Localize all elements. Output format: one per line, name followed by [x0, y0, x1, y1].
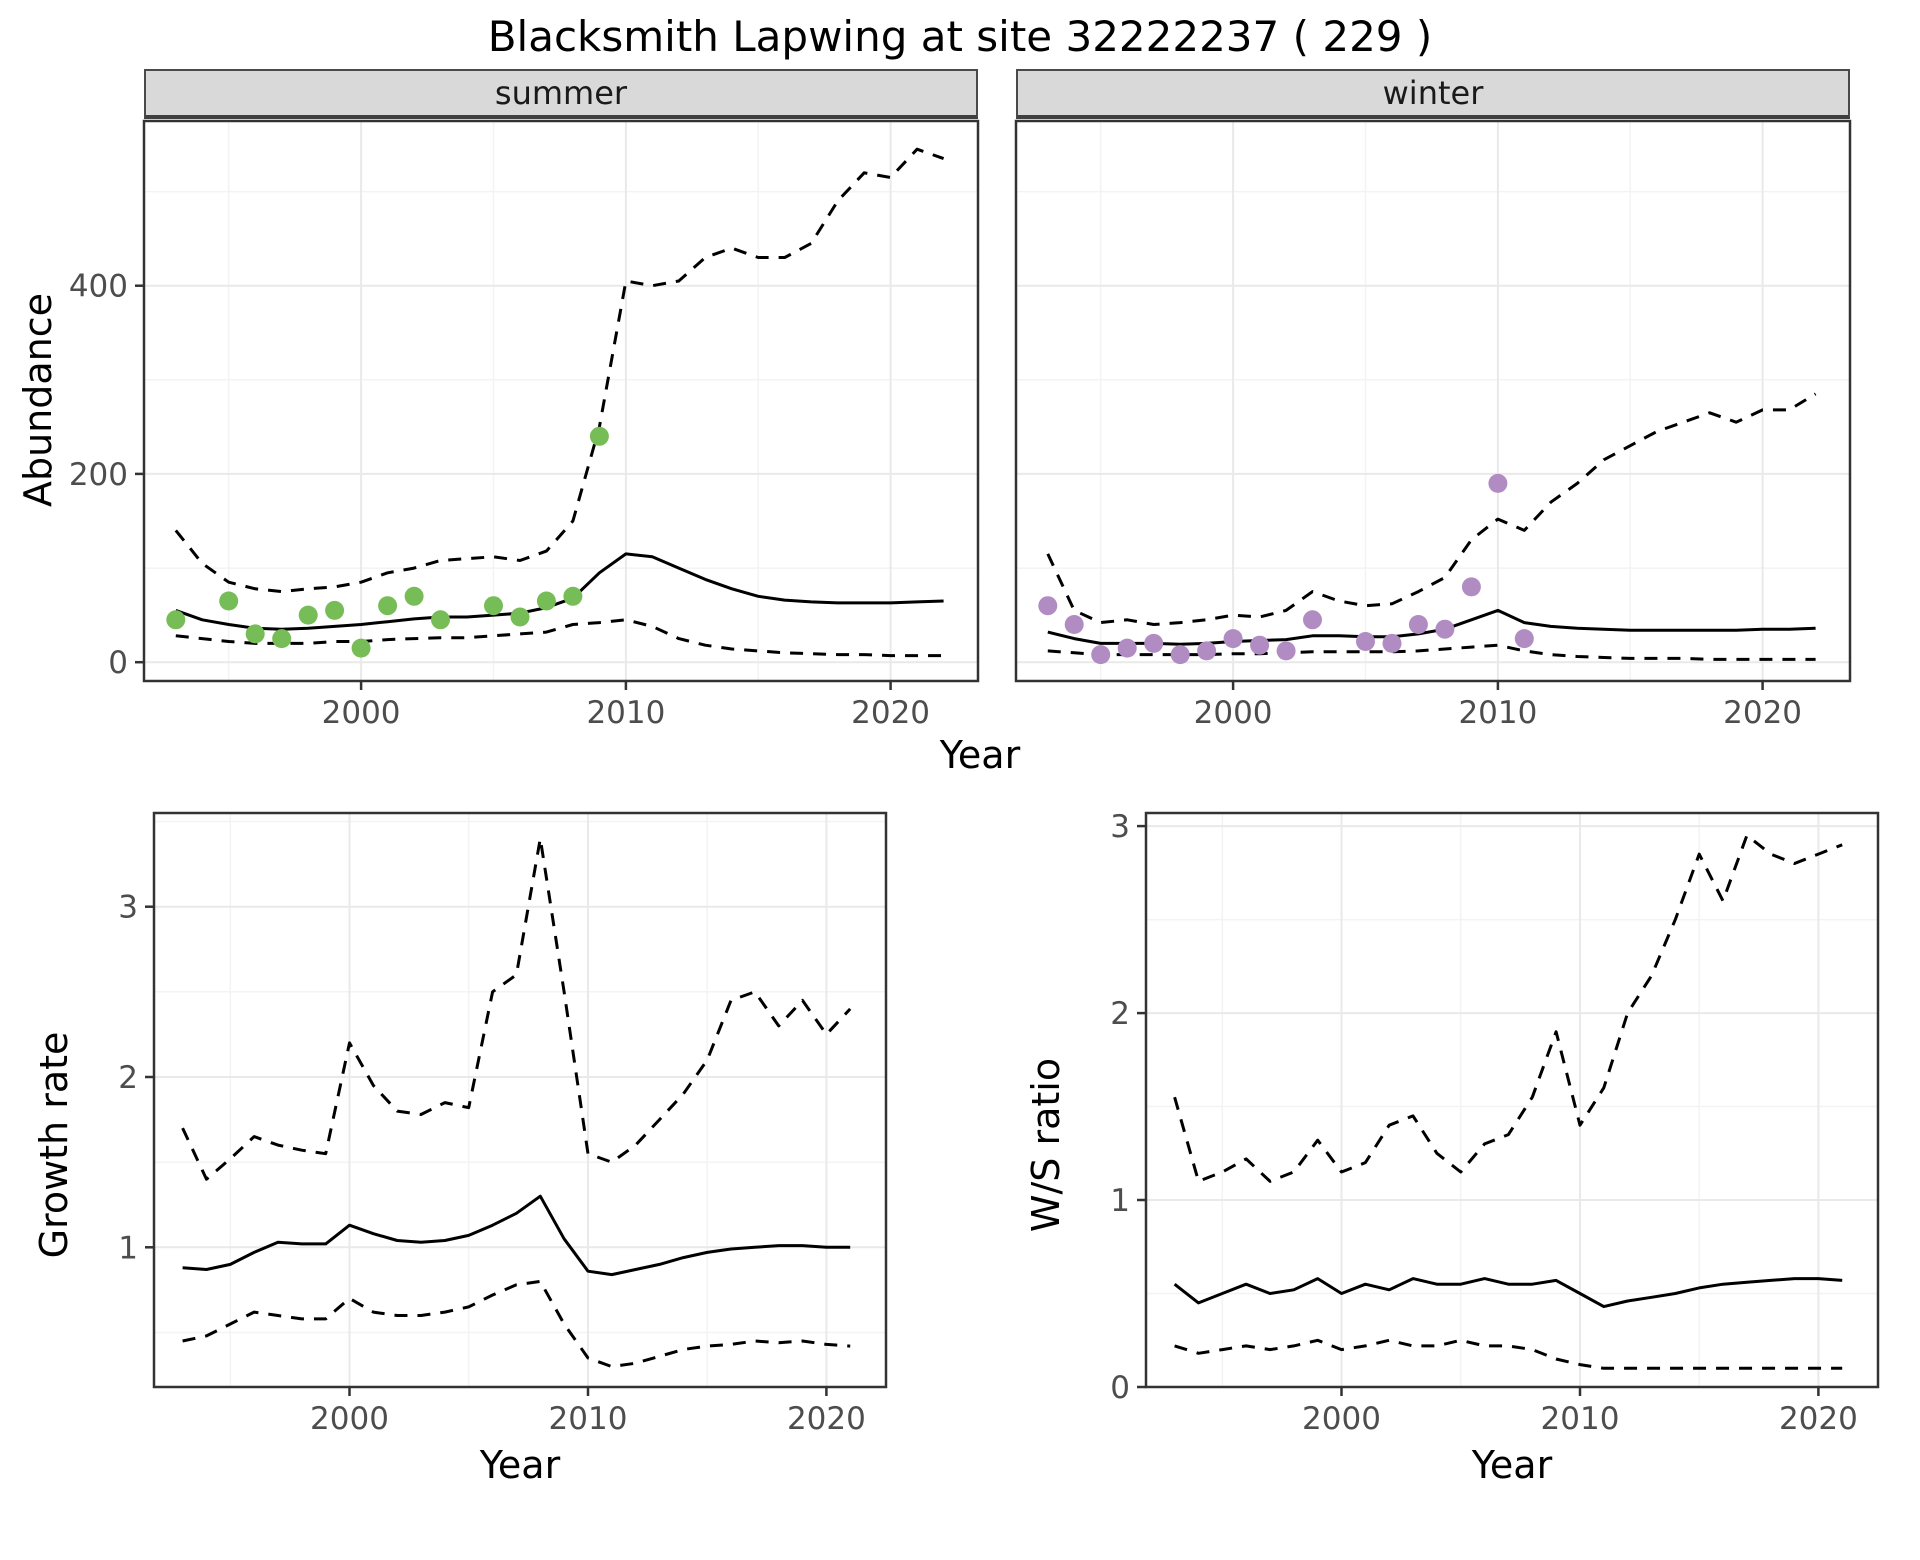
svg-text:2020: 2020	[787, 1401, 866, 1437]
abundance-y-axis-title: Abundance	[16, 292, 60, 508]
figure: Blacksmith Lapwing at site 32222237 ( 22…	[0, 12, 1920, 1487]
svg-text:2000: 2000	[322, 695, 401, 731]
svg-text:3: 3	[118, 890, 138, 926]
facet-winter-strip: winter	[1016, 69, 1850, 119]
ws-ratio-axis-title-column: W/S ratio	[1020, 803, 1072, 1487]
growth-rate-x-axis-title: Year	[479, 1443, 561, 1487]
svg-text:2: 2	[1110, 996, 1130, 1032]
ws-ratio-x-axis-title: Year	[1471, 1443, 1553, 1487]
svg-text:2000: 2000	[310, 1401, 389, 1437]
svg-text:1: 1	[1110, 1183, 1130, 1219]
abundance-panels-row: Abundance summer 2000 2010 2020 0 200 400 win…	[0, 69, 1920, 731]
svg-text:2000: 2000	[1194, 695, 1273, 731]
svg-text:400: 400	[69, 269, 128, 305]
figure-title: Blacksmith Lapwing at site 32222237 ( 22…	[487, 12, 1433, 61]
growth-rate-plot: 2000 2010 2020 1 2 3	[118, 811, 888, 1437]
abundance-x-axis-title: Year	[939, 733, 1021, 777]
growth-rate-y-axis-title: Growth rate	[32, 1031, 76, 1259]
svg-text:0: 0	[1110, 1370, 1130, 1406]
svg-text:2000: 2000	[1302, 1401, 1381, 1437]
growth-rate-plot-main: 2000 2010 2020 1 2 3 Year	[80, 803, 900, 1487]
svg-text:2010: 2010	[549, 1401, 628, 1437]
facet-summer: summer 2000 2010 2020 0 200 400	[64, 69, 984, 731]
growth-rate-axis-title-column: Growth rate	[28, 803, 80, 1487]
facet-summer-label: summer	[494, 74, 628, 112]
ws-ratio-y-axis-title: W/S ratio	[1024, 1057, 1068, 1233]
facet-summer-strip: summer	[144, 69, 978, 119]
svg-text:2010: 2010	[586, 695, 665, 731]
ws-ratio-block: W/S ratio 2000 2010 2020 0 1 2 3 Year	[1020, 803, 1892, 1487]
svg-text:200: 200	[69, 457, 128, 493]
svg-text:2020: 2020	[1779, 1401, 1858, 1437]
growth-rate-block: Growth rate 2000 2010 2020 1 2 3 Year	[28, 803, 900, 1487]
svg-text:2010: 2010	[1541, 1401, 1620, 1437]
svg-text:2010: 2010	[1458, 695, 1537, 731]
svg-text:0: 0	[108, 645, 128, 681]
svg-text:3: 3	[1110, 809, 1130, 845]
summer-abundance-plot: 2000 2010 2020 0 200 400	[69, 119, 980, 731]
facet-winter-label: winter	[1382, 74, 1484, 112]
svg-text:1: 1	[118, 1230, 138, 1266]
bottom-panels-row: Growth rate 2000 2010 2020 1 2 3 Year W/S rat…	[0, 803, 1920, 1487]
winter-abundance-plot: 2000 2010 2020	[1014, 119, 1852, 731]
ws-ratio-plot-main: 2000 2010 2020 0 1 2 3 Year	[1072, 803, 1892, 1487]
ws-ratio-plot: 2000 2010 2020 0 1 2 3	[1110, 809, 1880, 1437]
abundance-axis-title-column: Abundance	[12, 69, 64, 731]
svg-text:2020: 2020	[1723, 695, 1802, 731]
svg-text:2: 2	[118, 1060, 138, 1096]
facet-winter: winter 2000 2010 2020	[1008, 69, 1860, 731]
svg-text:2020: 2020	[851, 695, 930, 731]
